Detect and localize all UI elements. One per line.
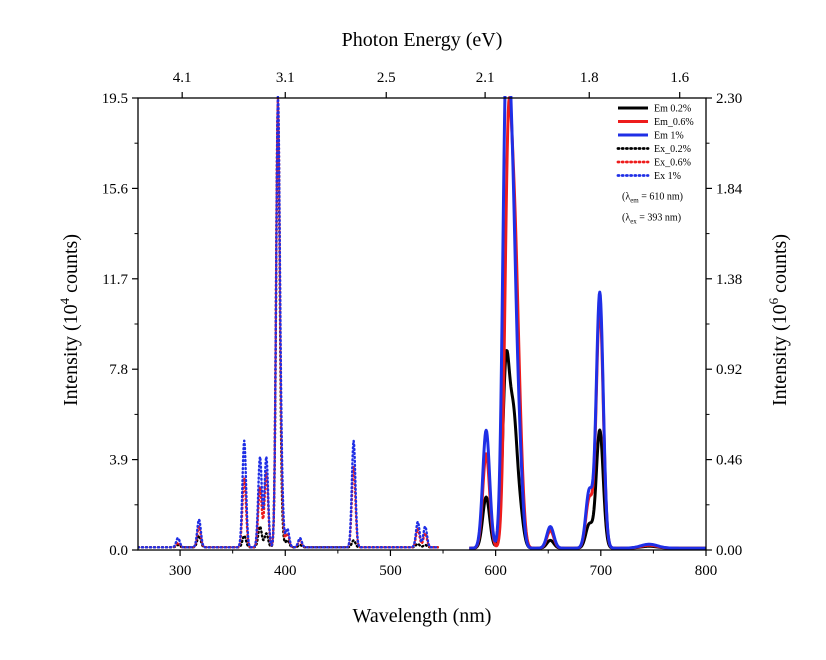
y-left-tick-label: 7.8 — [109, 362, 128, 378]
legend-label: Em_0.6% — [654, 117, 694, 128]
legend-label: Ex_0.2% — [654, 144, 691, 155]
series-line-5 — [138, 96, 439, 549]
legend-label: Em 1% — [654, 131, 684, 142]
x-tick-label: 300 — [169, 563, 192, 579]
y-left-tick-label: 15.6 — [102, 181, 129, 197]
y-left-tick-label: 19.5 — [102, 91, 128, 107]
series-line-4 — [138, 105, 439, 549]
top-tick-label: 3.1 — [276, 70, 295, 86]
legend-label: Ex_0.6% — [654, 158, 691, 169]
y-left-tick-label: 3.9 — [109, 453, 128, 469]
top-tick-label: 4.1 — [173, 70, 192, 86]
y-right-tick-label: 2.30 — [716, 91, 742, 107]
legend-label: Ex 1% — [654, 171, 681, 182]
top-tick-label: 1.8 — [580, 70, 599, 86]
series-line-6 — [138, 96, 439, 549]
y-left-tick-label: 11.7 — [102, 272, 128, 288]
y-left-axis-title: Intensity (104 counts) — [57, 234, 82, 406]
top-tick-label: 2.1 — [476, 70, 495, 86]
x-tick-label: 500 — [379, 563, 402, 579]
series-line-3 — [468, 96, 706, 550]
top-axis-title: Photon Energy (eV) — [342, 29, 503, 51]
x-tick-label: 600 — [484, 563, 507, 579]
y-right-tick-label: 0.46 — [716, 453, 743, 469]
legend-note-1: (λem = 610 nm) — [622, 192, 683, 205]
x-tick-label: 700 — [590, 563, 613, 579]
y-right-tick-label: 0.00 — [716, 543, 742, 559]
y-right-tick-label: 0.92 — [716, 362, 742, 378]
y-right-axis-title: Intensity (106 counts) — [766, 234, 791, 406]
y-right-tick-label: 1.38 — [716, 272, 742, 288]
top-tick-label: 2.5 — [377, 70, 396, 86]
y-right-tick-label: 1.84 — [716, 181, 743, 197]
x-tick-label: 400 — [274, 563, 297, 579]
y-left-tick-label: 0.0 — [109, 543, 128, 559]
top-tick-label: 1.6 — [670, 70, 689, 86]
plot-frame — [137, 97, 707, 551]
legend-note-2: (λex = 393 nm) — [622, 213, 681, 226]
x-axis-title: Wavelength (nm) — [353, 605, 492, 627]
legend-label: Em 0.2% — [654, 104, 691, 115]
x-tick-label: 800 — [695, 563, 718, 579]
